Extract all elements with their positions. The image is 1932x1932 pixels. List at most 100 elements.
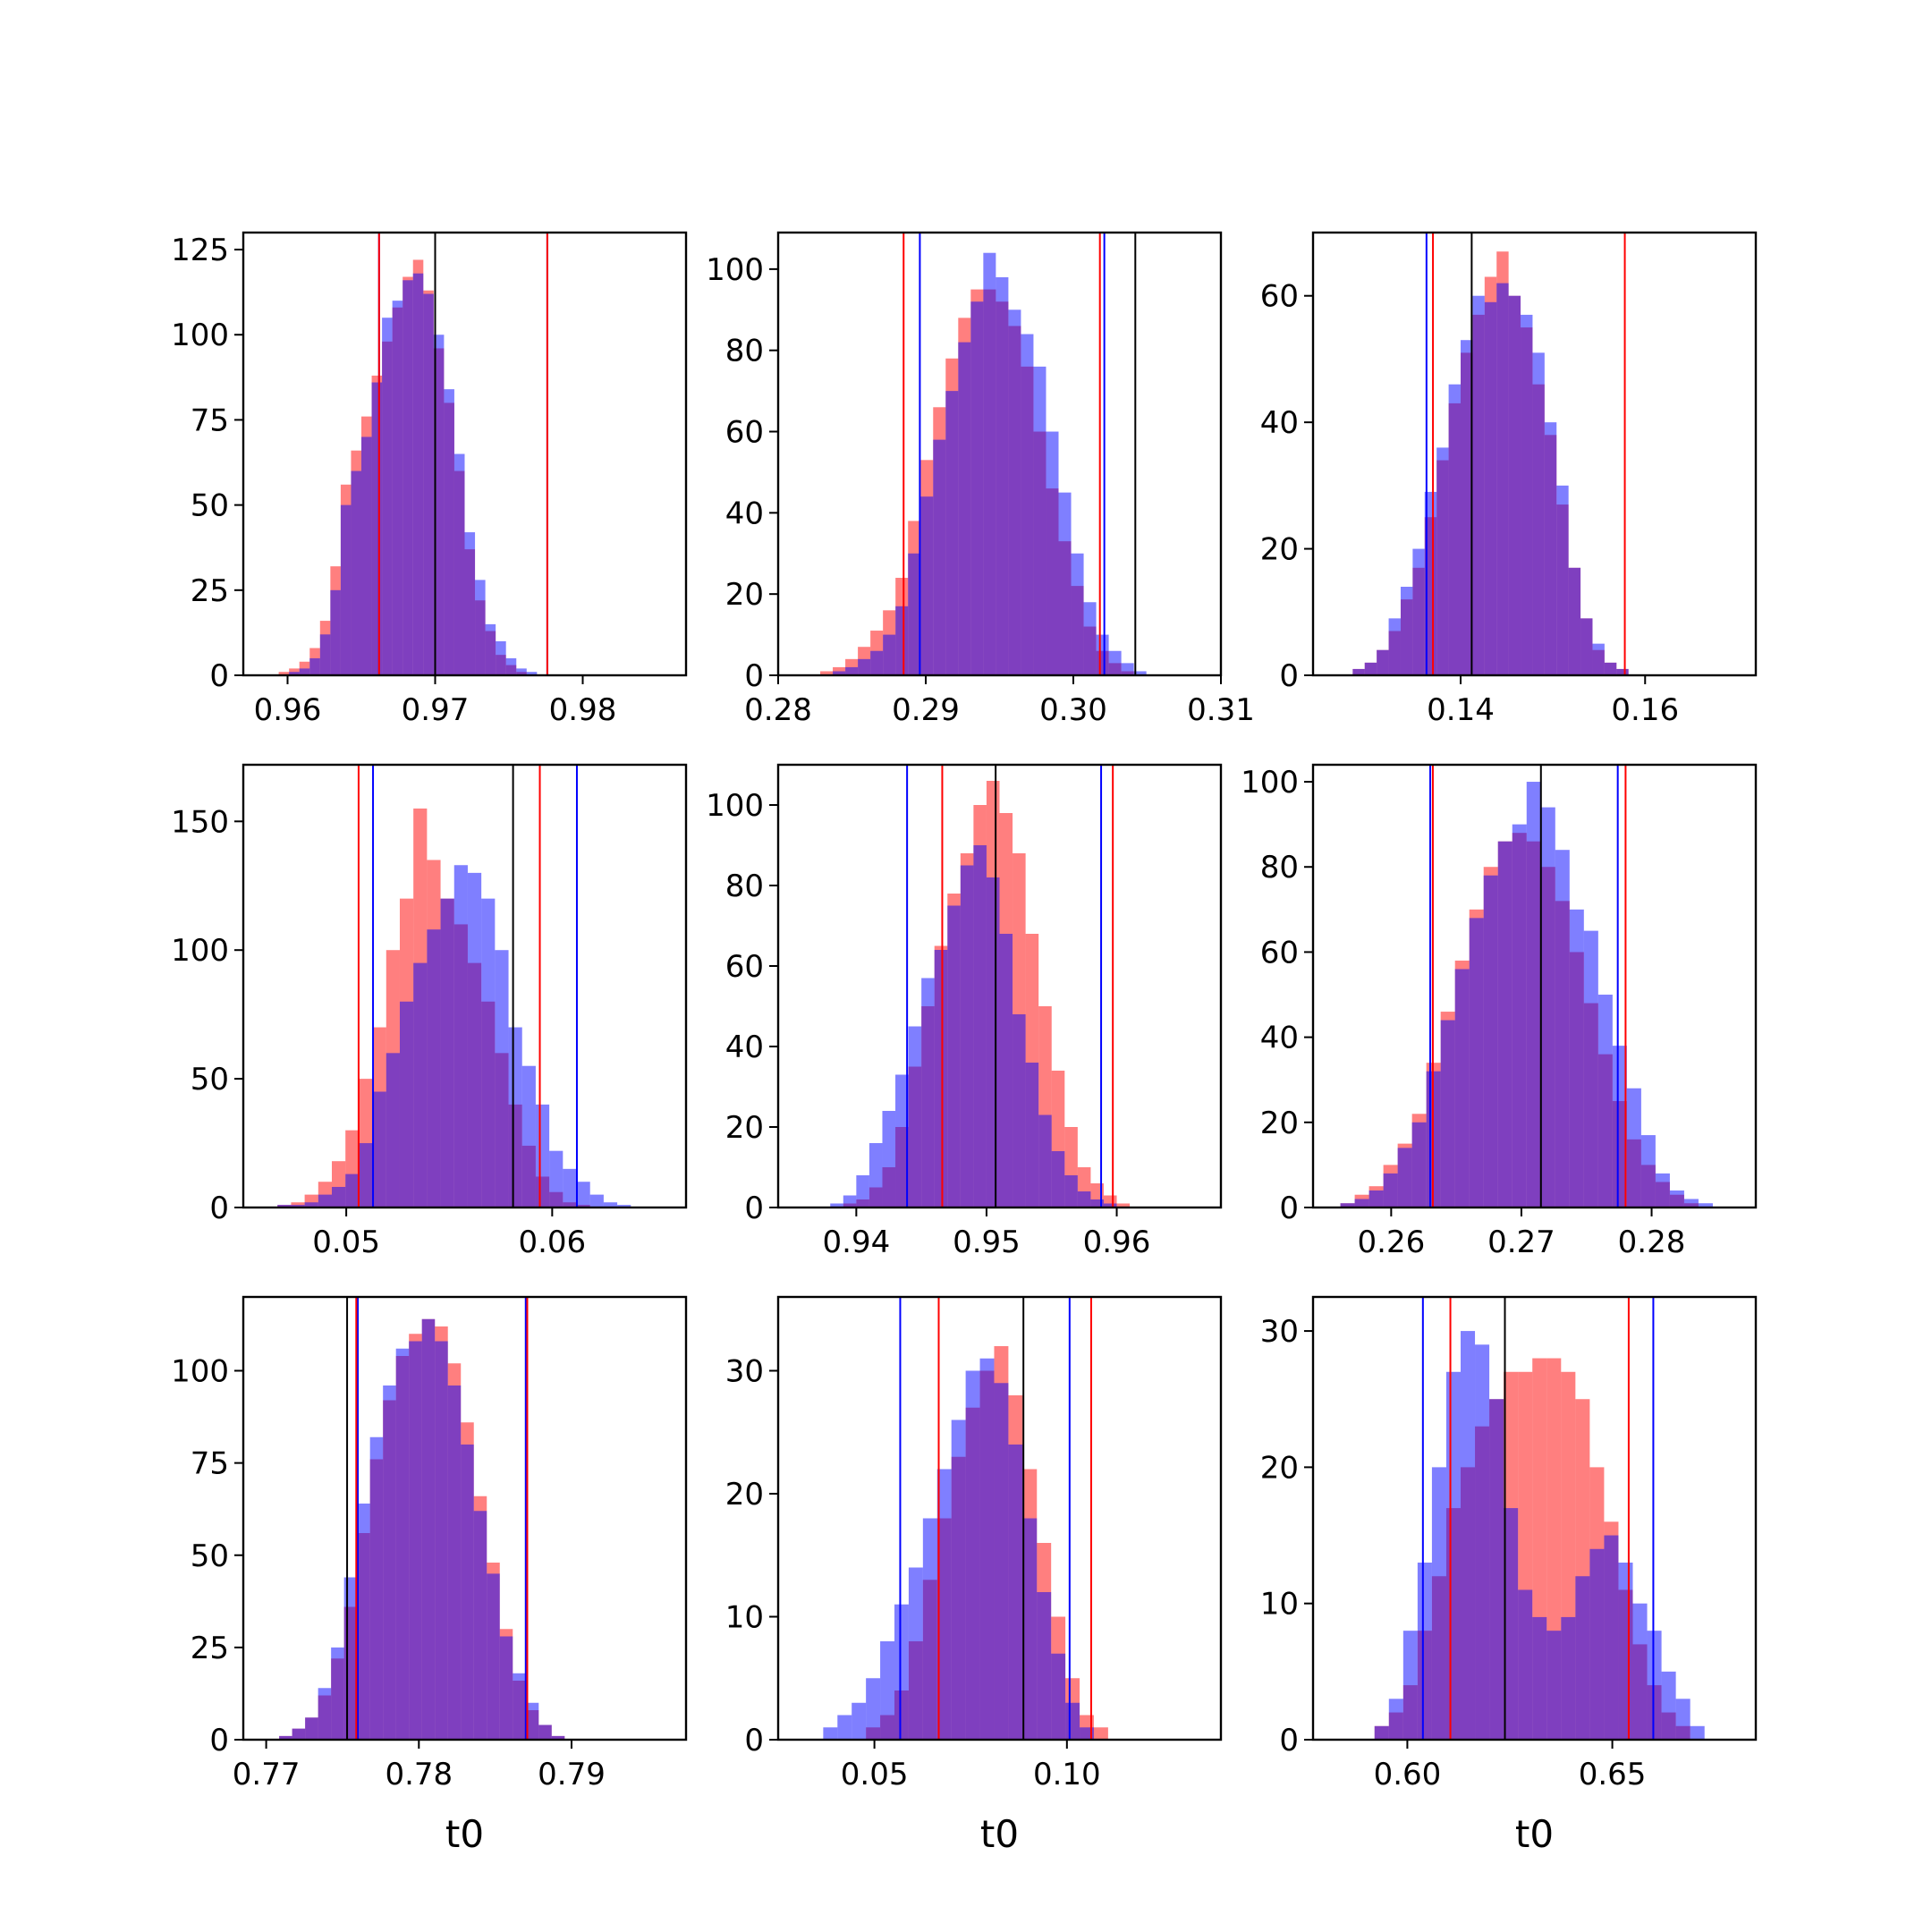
x-tick-label: 0.16: [1611, 692, 1679, 728]
blue-histogram-bar: [1397, 1148, 1412, 1208]
blue-histogram-bar: [1108, 650, 1122, 675]
blue-histogram-bar: [895, 606, 909, 675]
y-tick-label: 80: [1260, 850, 1299, 886]
blue-histogram-bar: [1352, 668, 1365, 675]
x-tick-label: 0.95: [953, 1224, 1021, 1260]
blue-histogram-bar: [369, 1436, 384, 1740]
blue-histogram-bar: [382, 318, 393, 675]
y-tick-label: 80: [725, 334, 764, 369]
x-tick-label: 0.96: [254, 692, 322, 728]
blue-histogram-bar: [1618, 1563, 1633, 1740]
histogram-panel-8: 0.05 0.10 0 10 20 30 t0: [725, 1295, 1223, 1856]
blue-histogram-bar: [1472, 295, 1485, 675]
blue-histogram-bar: [908, 553, 921, 675]
blue-histogram-bar: [945, 391, 959, 675]
y-tick-label: 50: [191, 1538, 229, 1574]
blue-histogram-bar: [1532, 352, 1545, 675]
blue-histogram-bar: [1616, 668, 1629, 675]
blue-histogram-bar: [1083, 602, 1097, 675]
blue-histogram-bar: [869, 1143, 883, 1208]
blue-histogram-bar: [894, 1604, 909, 1740]
blue-histogram-bar: [1021, 334, 1034, 675]
blue-histogram-bar: [551, 1735, 565, 1740]
y-tick-label: 40: [1260, 405, 1299, 441]
blue-histogram-bar: [386, 1053, 400, 1208]
blue-histogram-bar: [960, 865, 974, 1208]
blue-histogram-bar: [866, 1678, 881, 1740]
blue-histogram-bar: [947, 905, 961, 1208]
blue-histogram-bar: [1497, 841, 1513, 1208]
blue-histogram-bar: [965, 1370, 980, 1740]
blue-histogram-series: [279, 1318, 565, 1740]
blue-histogram-bar: [1051, 1653, 1066, 1740]
x-tick-label: 0.96: [1083, 1224, 1151, 1260]
x-tick-label: 0.78: [385, 1757, 453, 1792]
blue-histogram-bar: [1489, 1399, 1504, 1740]
blue-histogram-bar: [409, 1341, 422, 1740]
x-tick-label: 0.26: [1358, 1224, 1426, 1260]
blue-histogram-bar: [1632, 1603, 1648, 1740]
blue-histogram-bar: [467, 872, 482, 1208]
blue-histogram-bar: [1065, 1702, 1080, 1740]
blue-histogram-bar: [1388, 618, 1401, 675]
blue-histogram-bar: [340, 504, 352, 675]
blue-histogram-bar: [1033, 366, 1046, 675]
y-tick-label: 0: [744, 658, 764, 694]
blue-histogram-bar: [402, 280, 413, 675]
blue-histogram-bar: [299, 668, 310, 675]
blue-histogram-bar: [1604, 1535, 1619, 1740]
blue-histogram-bar: [453, 865, 468, 1208]
histogram-panel-6: 0.26 0.27 0.28 0 20 40 60 80 100: [1241, 763, 1758, 1260]
blue-histogram-bar: [345, 1174, 360, 1208]
x-tick-label: 0.28: [744, 692, 812, 728]
y-tick-label: 20: [725, 577, 764, 613]
y-tick-label: 50: [191, 488, 229, 524]
blue-histogram-bar: [970, 301, 984, 675]
histogram-panel-4: 0.05 0.06 0 50 100 150: [171, 763, 688, 1260]
blue-histogram-bar: [1436, 447, 1449, 675]
blue-histogram-bar: [423, 293, 434, 675]
blue-histogram-bar: [1046, 431, 1059, 675]
blue-histogram-bar: [351, 470, 361, 675]
blue-histogram-bar: [1496, 283, 1509, 675]
blue-histogram-bar: [1604, 662, 1617, 675]
blue-histogram-bar: [1518, 1589, 1533, 1740]
blue-histogram-bar: [1612, 1046, 1627, 1208]
blue-histogram-bar: [1592, 643, 1605, 675]
blue-histogram-bar: [576, 1182, 590, 1208]
blue-histogram-bar: [1540, 807, 1555, 1208]
x-tick-label: 0.65: [1579, 1757, 1647, 1792]
blue-histogram-bar: [481, 898, 496, 1208]
blue-histogram-bar: [1546, 1631, 1562, 1740]
blue-histogram-bar: [343, 1577, 358, 1740]
y-tick-label: 100: [171, 1354, 229, 1390]
x-axis-label: t0: [980, 1812, 1019, 1856]
blue-histogram-bar: [1340, 1203, 1355, 1208]
blue-histogram-bar: [856, 1175, 869, 1208]
blue-histogram-bar: [933, 439, 946, 675]
blue-histogram-bar: [495, 950, 509, 1208]
blue-histogram-bar: [447, 1385, 462, 1740]
blue-histogram-bar: [1417, 1563, 1432, 1740]
blue-histogram-bar: [318, 1688, 332, 1740]
red-histogram-bar: [278, 672, 290, 675]
blue-histogram-bar: [1354, 1199, 1369, 1208]
x-axis-label: t0: [1515, 1812, 1554, 1856]
blue-histogram-bar: [996, 276, 1009, 675]
histogram-panel-3: 0.14 0.16 0 20 40 60: [1260, 231, 1758, 728]
histogram-panel-9: 0.60 0.65 0 10 20 30 t0: [1260, 1295, 1758, 1856]
axes-frame: [776, 231, 1223, 677]
blue-histogram-bar: [983, 252, 996, 675]
blue-histogram-bar: [1569, 909, 1584, 1208]
blue-histogram-bar: [1008, 1445, 1023, 1740]
blue-histogram-bar: [843, 1195, 857, 1208]
histogram-panel-2: 0.28 0.29 0.30 0.31 0 20 40 60 80 100: [706, 231, 1255, 728]
blue-histogram-bar: [444, 389, 454, 675]
blue-histogram-bar: [292, 1728, 306, 1740]
blue-histogram-bar: [563, 1168, 577, 1208]
blue-histogram-bar: [435, 1341, 448, 1740]
blue-histogram-bar: [1090, 1199, 1104, 1208]
blue-histogram-bar: [921, 978, 935, 1208]
blue-histogram-bar: [1071, 553, 1084, 675]
x-tick-label: 0.10: [1033, 1757, 1101, 1792]
